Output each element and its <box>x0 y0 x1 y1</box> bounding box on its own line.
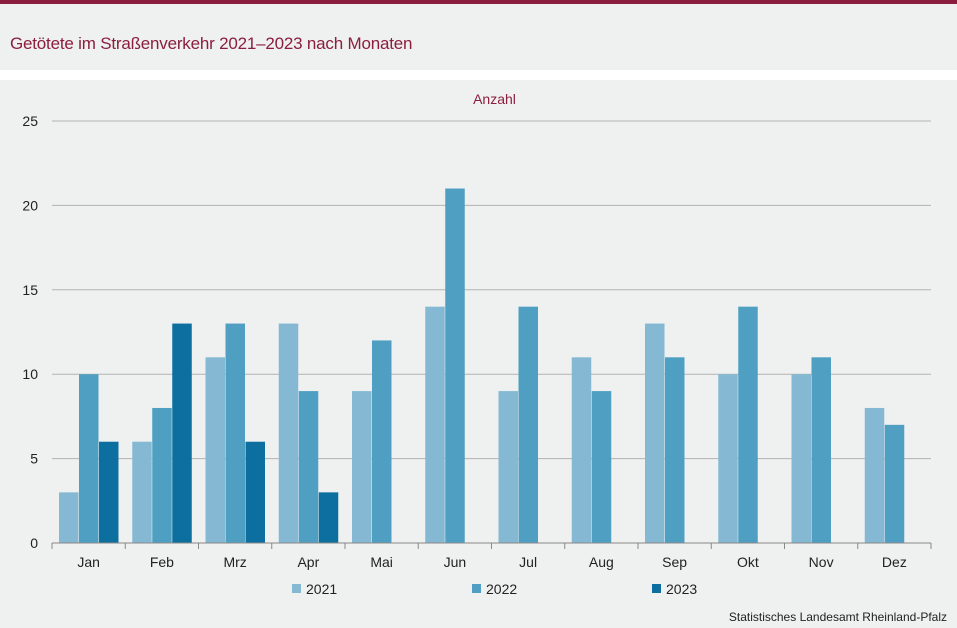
y-tick-label: 0 <box>30 535 38 551</box>
bar-2021-feb <box>132 441 152 543</box>
x-tick-label-jun: Jun <box>444 554 467 570</box>
bar-2021-nov <box>791 374 811 543</box>
bar-2022-mai <box>372 340 392 543</box>
x-tick-label-dez: Dez <box>882 554 907 570</box>
y-tick-label: 25 <box>22 113 38 129</box>
bar-2021-okt <box>718 374 738 543</box>
bar-2022-dez <box>884 424 905 543</box>
y-tick-label: 20 <box>22 197 38 213</box>
source-note: Statistisches Landesamt Rheinland-Pfalz <box>728 610 947 624</box>
divider <box>0 70 957 80</box>
y-axis-label: Anzahl <box>473 91 516 107</box>
bar-2022-mrz <box>225 323 245 543</box>
bar-2023-jan <box>99 441 119 543</box>
legend-swatch-2021 <box>292 584 301 593</box>
x-tick-label-jul: Jul <box>519 554 537 570</box>
bar-2021-mai <box>352 391 372 543</box>
bar-2022-aug <box>591 391 612 543</box>
x-tick-label-apr: Apr <box>297 554 319 570</box>
bar-2022-sep <box>665 357 685 543</box>
bar-2022-jul <box>518 306 538 543</box>
x-tick-label-mai: Mai <box>370 554 393 570</box>
bar-chart: Anzahl 0 5 10 15 20 25 Jan Feb Mrz Apr Mai Jun Jul Aug… <box>22 91 932 597</box>
bar-2022-okt <box>738 306 758 543</box>
top-accent-bar <box>0 0 957 4</box>
bar-2023-feb <box>172 323 192 543</box>
x-tick-label-nov: Nov <box>809 554 834 570</box>
x-tick-label-mrz: Mrz <box>223 554 246 570</box>
bar-2021-jul <box>498 391 518 543</box>
bar-2021-mrz <box>205 357 225 543</box>
x-tick-label-okt: Okt <box>737 554 759 570</box>
legend-label-2023: 2023 <box>666 581 697 597</box>
legend-label-2022: 2022 <box>486 581 517 597</box>
legend-swatch-2023 <box>652 584 661 593</box>
y-tick-label: 10 <box>22 366 38 382</box>
bar-2023-apr <box>318 492 339 543</box>
x-tick-label-sep: Sep <box>662 554 687 570</box>
bar-2022-nov <box>811 357 831 543</box>
bar-2021-jun <box>425 306 445 543</box>
x-tick-label-jan: Jan <box>77 554 100 570</box>
bar-2021-aug <box>571 357 592 543</box>
x-tick-label-aug: Aug <box>589 554 614 570</box>
bar-2022-feb <box>152 407 172 543</box>
y-tick-label: 5 <box>30 451 38 467</box>
bar-2021-sep <box>645 323 665 543</box>
chart-area: Anzahl 0 5 10 15 20 25 Jan Feb Mrz Apr Mai Jun Jul Aug… <box>0 80 957 628</box>
bar-2021-jan <box>59 492 79 543</box>
bar-2022-apr <box>298 391 319 543</box>
bar-2022-jun <box>445 188 465 543</box>
bar-2021-apr <box>278 323 299 543</box>
bar-2023-mrz <box>245 441 265 543</box>
bar-2021-dez <box>864 407 885 543</box>
chart-title: Getötete im Straßenverkehr 2021–2023 nac… <box>10 34 413 53</box>
legend-swatch-2022 <box>472 584 481 593</box>
bar-2022-jan <box>79 374 99 543</box>
y-tick-label: 15 <box>22 282 38 298</box>
legend-label-2021: 2021 <box>306 581 337 597</box>
x-tick-label-feb: Feb <box>150 554 174 570</box>
title-band: Getötete im Straßenverkehr 2021–2023 nac… <box>0 4 957 70</box>
